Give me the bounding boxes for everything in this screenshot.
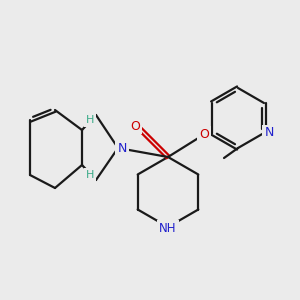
Text: NH: NH [159,221,177,235]
Text: N: N [264,127,274,140]
Text: O: O [199,128,209,140]
Text: H: H [86,170,94,180]
Text: H: H [86,115,94,125]
Text: N: N [117,142,127,154]
Text: O: O [130,119,140,133]
